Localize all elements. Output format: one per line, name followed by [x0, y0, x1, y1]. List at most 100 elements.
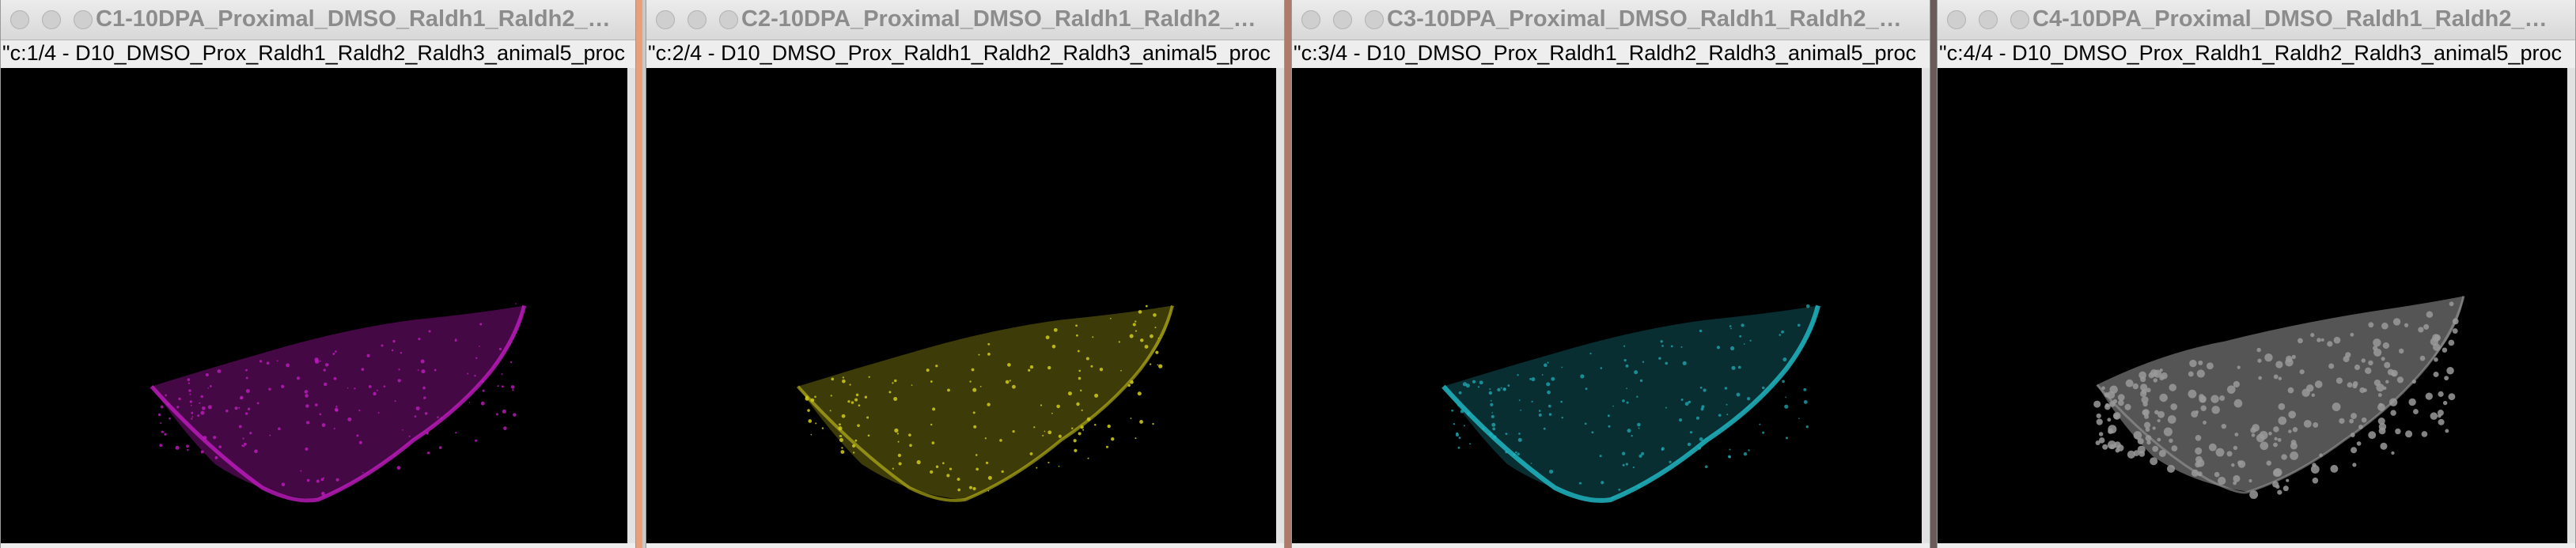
zoom-window-button[interactable]: [1365, 10, 1384, 29]
signal-speck: [1466, 411, 1471, 416]
signal-speck: [415, 406, 420, 411]
signal-speck: [1080, 389, 1082, 392]
zoom-window-button[interactable]: [2010, 10, 2029, 29]
signal-speck: [2350, 332, 2354, 337]
signal-speck: [240, 397, 243, 400]
signal-speck: [1118, 341, 1120, 343]
signal-speck: [2391, 372, 2396, 377]
signal-speck: [1642, 361, 1645, 363]
signal-speck: [1154, 327, 1157, 329]
signal-speck: [973, 425, 977, 429]
signal-speck: [2260, 441, 2269, 451]
signal-speck: [1736, 392, 1741, 397]
signal-speck: [383, 385, 386, 387]
signal-speck: [1145, 304, 1148, 308]
signal-speck: [2423, 323, 2430, 330]
zoom-window-button[interactable]: [719, 10, 738, 29]
image-canvas[interactable]: [1938, 68, 2567, 543]
signal-speck: [1531, 377, 1536, 382]
signal-speck: [2373, 379, 2381, 387]
minimize-window-button[interactable]: [1979, 10, 1998, 29]
signal-speck: [320, 491, 325, 496]
signal-speck: [984, 437, 987, 440]
vertical-scrollbar[interactable]: [2567, 68, 2575, 543]
signal-speck: [396, 466, 401, 471]
signal-speck: [2140, 376, 2146, 383]
image-window-c1[interactable]: C1-10DPA_Proximal_DMSO_Raldh1_Raldh2_Ral…: [0, 0, 636, 548]
signal-speck: [1680, 346, 1683, 348]
signal-speck: [323, 477, 325, 479]
signal-speck: [830, 395, 832, 397]
signal-speck: [316, 479, 320, 483]
window-titlebar[interactable]: C3-10DPA_Proximal_DMSO_Raldh1_Raldh2_Ral…: [1292, 0, 1930, 40]
signal-speck: [987, 342, 991, 346]
signal-speck: [1726, 403, 1728, 406]
signal-speck: [2233, 380, 2240, 388]
window-titlebar[interactable]: C4-10DPA_Proximal_DMSO_Raldh1_Raldh2_Ral…: [1938, 0, 2575, 40]
window-titlebar[interactable]: C2-10DPA_Proximal_DMSO_Raldh1_Raldh2_Ral…: [646, 0, 1284, 40]
signal-speck: [2153, 378, 2157, 383]
signal-speck: [987, 475, 992, 480]
signal-speck: [1699, 329, 1703, 333]
signal-speck: [2150, 369, 2158, 377]
signal-speck: [266, 361, 270, 365]
signal-speck: [319, 360, 321, 362]
signal-speck: [1600, 367, 1603, 369]
image-window-c3[interactable]: C3-10DPA_Proximal_DMSO_Raldh1_Raldh2_Ral…: [1291, 0, 1930, 548]
signal-speck: [347, 387, 349, 389]
signal-speck: [1798, 418, 1800, 420]
signal-speck: [454, 339, 457, 342]
signal-speck: [866, 416, 869, 419]
signal-speck: [254, 449, 258, 454]
window-titlebar[interactable]: C1-10DPA_Proximal_DMSO_Raldh1_Raldh2_Ral…: [1, 0, 635, 40]
image-window-c4[interactable]: C4-10DPA_Proximal_DMSO_Raldh1_Raldh2_Ral…: [1937, 0, 2576, 548]
signal-speck: [2237, 460, 2246, 468]
signal-speck: [1135, 437, 1137, 440]
signal-speck: [241, 444, 244, 447]
signal-speck: [2274, 437, 2278, 440]
image-canvas[interactable]: [1292, 68, 1922, 543]
signal-speck: [437, 416, 439, 418]
signal-speck: [197, 414, 200, 418]
signal-speck: [397, 379, 401, 383]
signal-speck: [2233, 474, 2241, 482]
close-window-button[interactable]: [10, 10, 29, 29]
zoom-window-button[interactable]: [74, 10, 93, 29]
window-divider: [1285, 0, 1291, 548]
signal-speck: [1729, 325, 1732, 327]
signal-speck: [1785, 396, 1786, 399]
signal-speck: [1530, 463, 1532, 464]
minimize-window-button[interactable]: [688, 10, 707, 29]
signal-speck: [2335, 377, 2343, 384]
signal-speck: [1601, 481, 1604, 485]
signal-speck: [2285, 358, 2294, 367]
signal-speck: [2124, 403, 2131, 410]
signal-speck: [324, 363, 329, 367]
vertical-scrollbar[interactable]: [627, 68, 635, 543]
signal-speck: [864, 395, 868, 399]
signal-speck: [2219, 395, 2226, 402]
close-window-button[interactable]: [656, 10, 675, 29]
signal-speck: [191, 418, 193, 420]
signal-speck: [2145, 427, 2150, 432]
image-canvas[interactable]: [1, 68, 627, 543]
minimize-window-button[interactable]: [42, 10, 61, 29]
minimize-window-button[interactable]: [1333, 10, 1352, 29]
signal-speck: [1513, 453, 1516, 456]
signal-speck: [158, 413, 161, 417]
close-window-button[interactable]: [1301, 10, 1320, 29]
vertical-scrollbar[interactable]: [1276, 68, 1284, 543]
signal-speck: [186, 444, 189, 448]
signal-speck: [1105, 445, 1109, 448]
signal-speck: [2210, 395, 2219, 403]
signal-speck: [839, 437, 843, 442]
image-window-c2[interactable]: C2-10DPA_Proximal_DMSO_Raldh1_Raldh2_Ral…: [646, 0, 1285, 548]
image-canvas[interactable]: [646, 68, 1276, 543]
signal-speck: [1529, 378, 1532, 380]
signal-speck: [510, 385, 515, 389]
close-window-button[interactable]: [1947, 10, 1966, 29]
signal-speck: [2199, 394, 2204, 399]
signal-speck: [354, 387, 356, 390]
vertical-scrollbar[interactable]: [1922, 68, 1930, 543]
signal-speck: [1805, 425, 1809, 429]
